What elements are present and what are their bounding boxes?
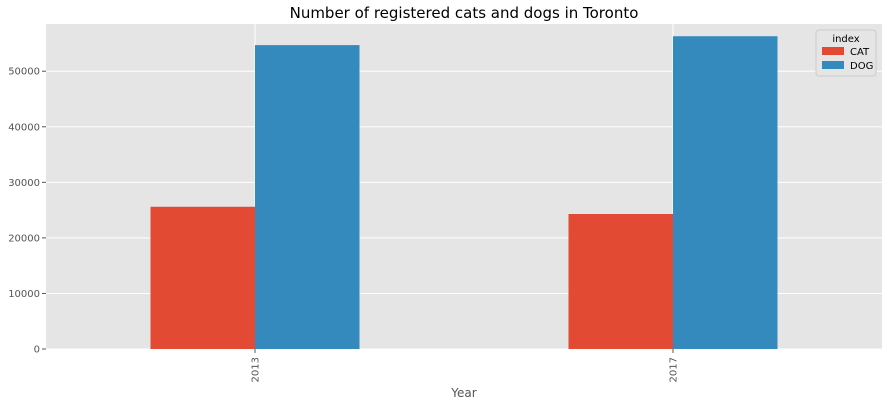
- bars: [150, 36, 778, 349]
- y-tick-label: 30000: [8, 178, 40, 189]
- legend-swatch-cat: [822, 47, 844, 55]
- x-axis-ticks: 2013 2017: [251, 349, 680, 382]
- bar-cat-2017: [568, 214, 673, 349]
- bar-cat-2013: [150, 206, 255, 349]
- bar-dog-2013: [255, 45, 360, 349]
- legend-label-cat: CAT: [850, 47, 870, 58]
- y-tick-label: 40000: [8, 122, 40, 133]
- x-tick-label: 2017: [669, 357, 680, 382]
- x-tick-label: 2013: [251, 357, 262, 382]
- y-tick-label: 0: [34, 345, 40, 356]
- y-tick-label: 50000: [8, 67, 40, 78]
- chart-title: Number of registered cats and dogs in To…: [290, 4, 639, 22]
- y-tick-label: 20000: [8, 233, 40, 244]
- y-tick-label: 10000: [8, 289, 40, 300]
- x-axis-label: Year: [450, 386, 476, 400]
- legend-swatch-dog: [822, 61, 844, 69]
- bar-dog-2017: [673, 36, 778, 349]
- legend-label-dog: DOG: [850, 61, 873, 72]
- y-axis-ticks: 0 10000 20000 30000 40000 50000: [8, 67, 46, 356]
- legend: index CAT DOG: [815, 29, 877, 77]
- legend-title: index: [832, 34, 859, 45]
